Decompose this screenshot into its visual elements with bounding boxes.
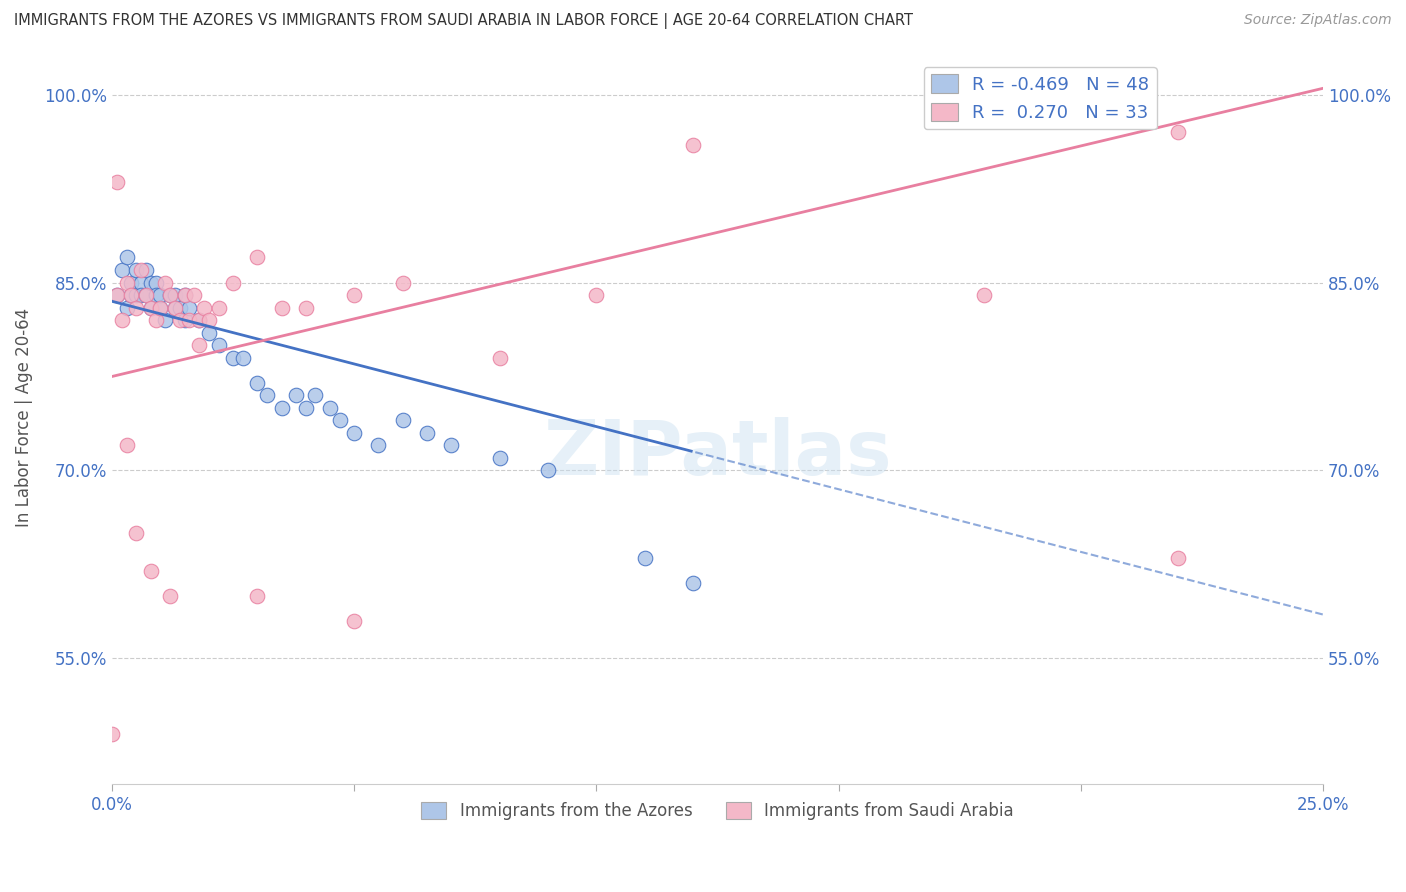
Point bbox=[105, 288, 128, 302]
Point bbox=[135, 288, 157, 302]
Point bbox=[173, 313, 195, 327]
Point bbox=[135, 288, 157, 302]
Point bbox=[129, 288, 152, 302]
Point bbox=[105, 288, 128, 302]
Point bbox=[391, 413, 413, 427]
Point bbox=[149, 301, 172, 315]
Point bbox=[155, 276, 177, 290]
Point bbox=[163, 288, 186, 302]
Point bbox=[193, 301, 215, 315]
Point bbox=[270, 301, 292, 315]
Y-axis label: In Labor Force | Age 20-64: In Labor Force | Age 20-64 bbox=[15, 308, 32, 527]
Point bbox=[682, 576, 704, 591]
Point bbox=[343, 425, 366, 440]
Point bbox=[105, 175, 128, 189]
Point bbox=[329, 413, 352, 427]
Point bbox=[294, 401, 316, 415]
Point bbox=[682, 137, 704, 152]
Point bbox=[159, 288, 181, 302]
Point bbox=[159, 589, 181, 603]
Point bbox=[537, 463, 560, 477]
Point bbox=[173, 288, 195, 302]
Text: Source: ZipAtlas.com: Source: ZipAtlas.com bbox=[1244, 13, 1392, 28]
Point bbox=[129, 276, 152, 290]
Point bbox=[285, 388, 308, 402]
Point bbox=[115, 438, 138, 452]
Point bbox=[222, 276, 245, 290]
Point bbox=[179, 313, 201, 327]
Point bbox=[343, 288, 366, 302]
Point bbox=[163, 301, 186, 315]
Point bbox=[440, 438, 463, 452]
Point bbox=[207, 301, 229, 315]
Point bbox=[139, 564, 162, 578]
Point bbox=[222, 351, 245, 365]
Point bbox=[488, 450, 510, 465]
Point bbox=[149, 301, 172, 315]
Point bbox=[163, 301, 186, 315]
Point bbox=[1167, 551, 1189, 566]
Point bbox=[169, 301, 191, 315]
Point bbox=[1167, 125, 1189, 139]
Point bbox=[120, 276, 142, 290]
Point bbox=[232, 351, 254, 365]
Point bbox=[120, 288, 142, 302]
Point bbox=[198, 313, 221, 327]
Point bbox=[115, 251, 138, 265]
Point bbox=[198, 326, 221, 340]
Point bbox=[304, 388, 326, 402]
Point bbox=[139, 301, 162, 315]
Point bbox=[159, 288, 181, 302]
Point bbox=[169, 313, 191, 327]
Legend: Immigrants from the Azores, Immigrants from Saudi Arabia: Immigrants from the Azores, Immigrants f… bbox=[415, 795, 1021, 827]
Point bbox=[270, 401, 292, 415]
Point bbox=[173, 288, 195, 302]
Point bbox=[973, 288, 995, 302]
Point bbox=[145, 288, 167, 302]
Point bbox=[145, 276, 167, 290]
Point bbox=[101, 726, 124, 740]
Point bbox=[155, 313, 177, 327]
Point bbox=[319, 401, 342, 415]
Point bbox=[111, 313, 134, 327]
Point bbox=[488, 351, 510, 365]
Point bbox=[125, 301, 148, 315]
Point bbox=[416, 425, 439, 440]
Point bbox=[256, 388, 278, 402]
Point bbox=[125, 263, 148, 277]
Point bbox=[145, 313, 167, 327]
Point bbox=[246, 251, 269, 265]
Point bbox=[188, 313, 211, 327]
Point bbox=[391, 276, 413, 290]
Point bbox=[115, 301, 138, 315]
Point bbox=[634, 551, 657, 566]
Point bbox=[139, 301, 162, 315]
Text: IMMIGRANTS FROM THE AZORES VS IMMIGRANTS FROM SAUDI ARABIA IN LABOR FORCE | AGE : IMMIGRANTS FROM THE AZORES VS IMMIGRANTS… bbox=[14, 13, 912, 29]
Point bbox=[183, 288, 205, 302]
Point bbox=[115, 276, 138, 290]
Point bbox=[188, 338, 211, 352]
Point bbox=[188, 313, 211, 327]
Text: ZIPatlas: ZIPatlas bbox=[543, 417, 891, 491]
Point bbox=[343, 614, 366, 628]
Point bbox=[246, 589, 269, 603]
Point bbox=[149, 288, 172, 302]
Point bbox=[246, 376, 269, 390]
Point bbox=[125, 526, 148, 541]
Point bbox=[129, 263, 152, 277]
Point bbox=[367, 438, 389, 452]
Point bbox=[294, 301, 316, 315]
Point bbox=[139, 276, 162, 290]
Point bbox=[125, 288, 148, 302]
Point bbox=[120, 288, 142, 302]
Point bbox=[207, 338, 229, 352]
Point bbox=[585, 288, 607, 302]
Point bbox=[135, 263, 157, 277]
Point bbox=[179, 301, 201, 315]
Point bbox=[111, 263, 134, 277]
